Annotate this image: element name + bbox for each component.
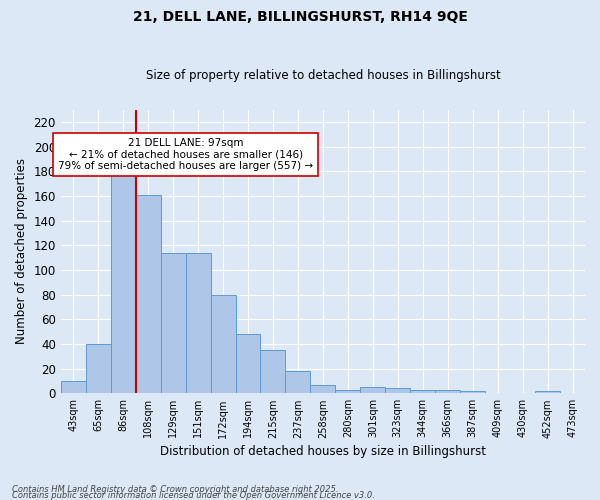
Bar xyxy=(136,194,161,394)
Y-axis label: Number of detached properties: Number of detached properties xyxy=(15,158,28,344)
Bar xyxy=(286,371,310,394)
Text: Contains HM Land Registry data © Crown copyright and database right 2025.: Contains HM Land Registry data © Crown c… xyxy=(12,486,338,494)
Bar xyxy=(260,350,286,394)
Bar xyxy=(161,252,185,394)
Bar xyxy=(435,390,460,394)
Bar xyxy=(310,384,335,394)
Bar xyxy=(535,391,560,394)
Bar xyxy=(185,252,211,394)
Bar xyxy=(61,381,86,394)
Bar xyxy=(410,390,435,394)
Bar xyxy=(385,388,410,394)
Bar xyxy=(361,387,385,394)
Text: Contains public sector information licensed under the Open Government Licence v3: Contains public sector information licen… xyxy=(12,492,375,500)
Text: 21 DELL LANE: 97sqm
← 21% of detached houses are smaller (146)
79% of semi-detac: 21 DELL LANE: 97sqm ← 21% of detached ho… xyxy=(58,138,313,171)
Bar xyxy=(86,344,111,394)
X-axis label: Distribution of detached houses by size in Billingshurst: Distribution of detached houses by size … xyxy=(160,444,486,458)
Bar xyxy=(460,391,485,394)
Text: 21, DELL LANE, BILLINGSHURST, RH14 9QE: 21, DELL LANE, BILLINGSHURST, RH14 9QE xyxy=(133,10,467,24)
Bar xyxy=(335,390,361,394)
Bar xyxy=(236,334,260,394)
Title: Size of property relative to detached houses in Billingshurst: Size of property relative to detached ho… xyxy=(146,69,500,82)
Bar xyxy=(211,294,236,394)
Bar xyxy=(111,170,136,394)
